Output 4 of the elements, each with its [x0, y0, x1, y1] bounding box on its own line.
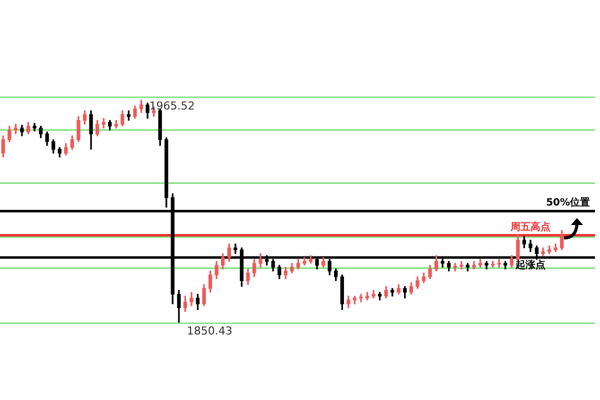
ref-line-label: 50%位置 [546, 196, 590, 209]
ref-line-label: 周五高点 [509, 220, 550, 233]
annotation: 1965.52 [149, 99, 195, 112]
annotation: 1850.43 [186, 324, 232, 338]
